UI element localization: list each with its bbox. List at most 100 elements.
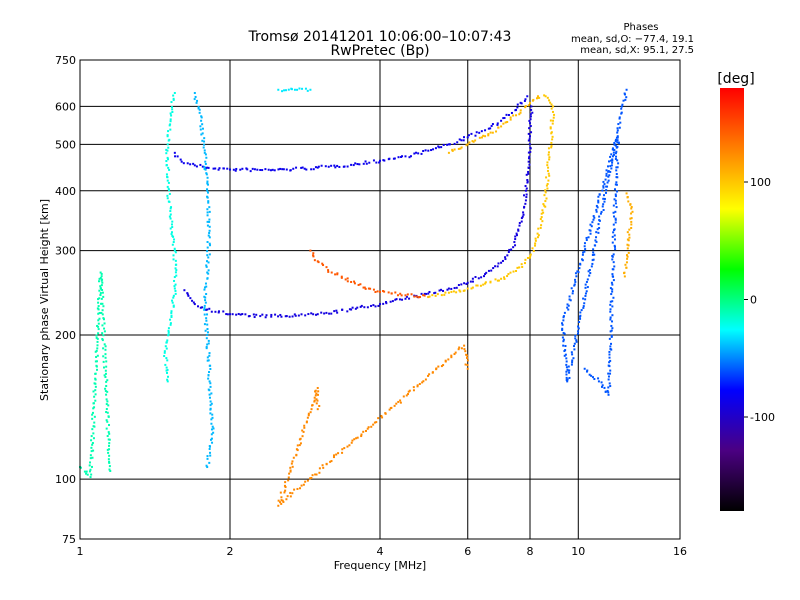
data-point: [309, 411, 312, 414]
data-point: [451, 148, 454, 151]
data-point: [496, 279, 499, 282]
data-point: [413, 152, 416, 155]
data-point: [277, 504, 280, 507]
data-point: [199, 128, 202, 131]
data-point: [293, 488, 296, 491]
data-point: [613, 188, 616, 191]
data-point: [570, 363, 573, 366]
data-point: [561, 336, 564, 339]
data-point: [203, 313, 206, 316]
data-point: [279, 313, 282, 316]
data-point: [103, 327, 106, 330]
data-point: [450, 356, 453, 359]
data-point: [538, 96, 541, 99]
data-point: [298, 444, 301, 447]
data-point: [329, 460, 332, 463]
data-point: [438, 146, 441, 149]
data-point: [225, 313, 228, 316]
data-point: [596, 206, 599, 209]
data-point: [494, 278, 497, 281]
data-point: [316, 399, 319, 402]
y-tick-label: 750: [55, 54, 76, 67]
data-point: [396, 294, 399, 297]
data-point: [460, 139, 463, 142]
data-point: [166, 156, 169, 159]
data-point: [289, 495, 292, 498]
data-point: [195, 101, 198, 104]
data-point: [206, 208, 209, 211]
data-point: [100, 297, 103, 300]
data-point: [108, 468, 111, 471]
data-point: [465, 353, 468, 356]
data-point: [104, 345, 107, 348]
data-point: [381, 416, 384, 419]
data-point: [584, 292, 587, 295]
data-point: [168, 168, 171, 171]
data-point: [543, 194, 546, 197]
data-point: [444, 291, 447, 294]
data-point: [477, 277, 480, 280]
data-point: [289, 470, 292, 473]
data-point: [100, 275, 103, 278]
data-point: [552, 116, 555, 119]
data-point: [611, 258, 614, 261]
data-point: [525, 196, 528, 199]
data-point: [423, 294, 426, 297]
data-point: [96, 344, 99, 347]
data-point: [282, 168, 285, 171]
data-point: [372, 423, 375, 426]
data-point: [516, 103, 519, 106]
data-point: [589, 272, 592, 275]
data-point: [93, 382, 96, 385]
data-point: [264, 168, 267, 171]
data-point: [105, 408, 108, 411]
data-point: [212, 431, 215, 434]
data-point: [550, 131, 553, 134]
data-point: [336, 311, 339, 314]
data-point: [474, 134, 477, 137]
data-point: [355, 437, 358, 440]
data-point: [578, 315, 581, 318]
data-point: [192, 162, 195, 165]
data-point: [101, 281, 104, 284]
data-point: [474, 276, 477, 279]
data-point: [105, 365, 108, 368]
data-point: [524, 105, 527, 108]
data-point: [629, 217, 632, 220]
data-point: [534, 239, 537, 242]
data-point: [200, 119, 203, 122]
data-point: [94, 393, 97, 396]
data-point: [328, 312, 331, 315]
data-point: [246, 168, 249, 171]
data-point: [107, 415, 110, 418]
data-point: [612, 223, 615, 226]
data-point: [172, 97, 175, 100]
data-point: [208, 380, 211, 383]
data-point: [106, 400, 109, 403]
data-point: [598, 215, 601, 218]
data-point: [206, 250, 209, 253]
data-point: [166, 149, 169, 152]
data-point: [603, 183, 606, 186]
data-point: [102, 360, 105, 363]
data-point: [544, 191, 547, 194]
data-point: [354, 162, 357, 165]
data-point: [205, 265, 208, 268]
data-point: [585, 238, 588, 241]
data-point: [592, 251, 595, 254]
data-point: [612, 296, 615, 299]
data-point: [172, 98, 175, 101]
data-point: [547, 153, 550, 156]
data-point: [506, 120, 509, 123]
data-point: [97, 305, 100, 308]
data-point: [526, 179, 529, 182]
data-point: [309, 88, 312, 91]
data-point: [610, 324, 613, 327]
data-point: [98, 297, 101, 300]
data-point: [315, 402, 318, 405]
data-point: [313, 396, 316, 399]
data-point: [364, 429, 367, 432]
data-point: [609, 159, 612, 162]
data-point: [204, 160, 207, 163]
data-point: [209, 385, 212, 388]
